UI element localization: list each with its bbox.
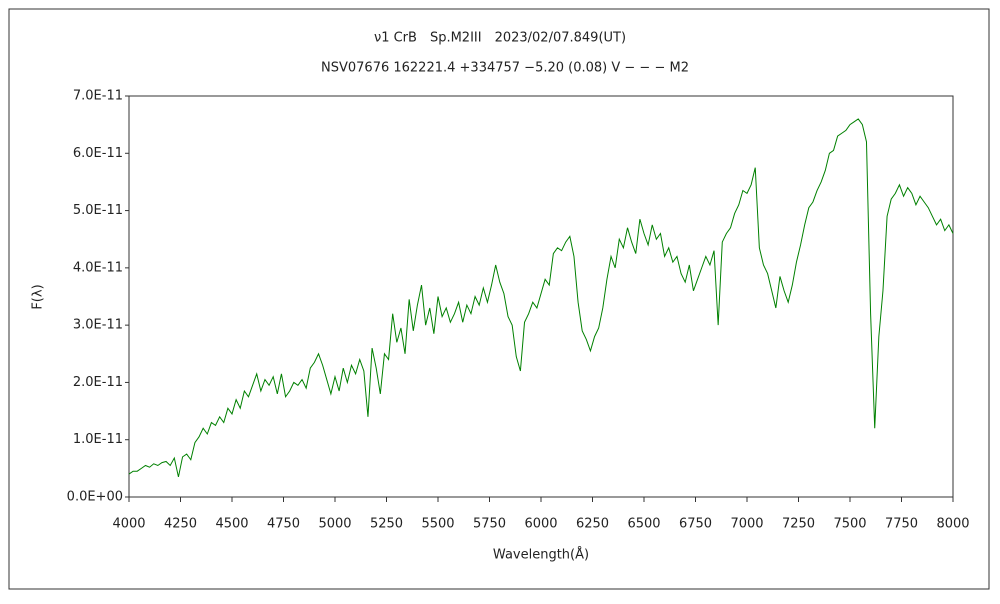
x-tick-label: 7750: [885, 517, 918, 532]
x-tick-label: 6000: [524, 517, 557, 532]
chart-frame: [8, 8, 990, 590]
y-tick-label: 3.0E-11: [73, 318, 123, 333]
y-axis-label: F(λ): [31, 284, 46, 309]
x-tick-label: 4750: [267, 517, 300, 532]
x-tick-label: 4000: [112, 517, 145, 532]
y-tick-label: 0.0E+00: [67, 490, 123, 505]
chart-subtitle: NSV07676 162221.4 +334757 −5.20 (0.08) V…: [321, 61, 689, 76]
y-tick-label: 4.0E-11: [73, 260, 123, 275]
x-tick-label: 7000: [730, 517, 763, 532]
x-tick-label: 7250: [782, 517, 815, 532]
x-tick-label: 4500: [215, 517, 248, 532]
y-tick-label: 2.0E-11: [73, 375, 123, 390]
y-tick-label: 1.0E-11: [73, 432, 123, 447]
spectrum-line: [128, 118, 954, 478]
y-tick-label: 6.0E-11: [73, 146, 123, 161]
x-tick-label: 5500: [421, 517, 454, 532]
x-tick-label: 6750: [679, 517, 712, 532]
y-tick-label: 5.0E-11: [73, 203, 123, 218]
x-tick-label: 6250: [576, 517, 609, 532]
chart-title: ν1 CrB Sp.M2III 2023/02/07.849(UT): [374, 31, 626, 46]
x-tick-label: 5750: [473, 517, 506, 532]
x-tick-label: 5250: [370, 517, 403, 532]
x-tick-label: 8000: [936, 517, 969, 532]
x-tick-label: 5000: [318, 517, 351, 532]
x-tick-label: 6500: [627, 517, 660, 532]
x-axis-label: Wavelength(Å): [493, 547, 589, 563]
x-tick-label: 4250: [164, 517, 197, 532]
x-tick-label: 7500: [833, 517, 866, 532]
y-tick-label: 7.0E-11: [73, 89, 123, 104]
